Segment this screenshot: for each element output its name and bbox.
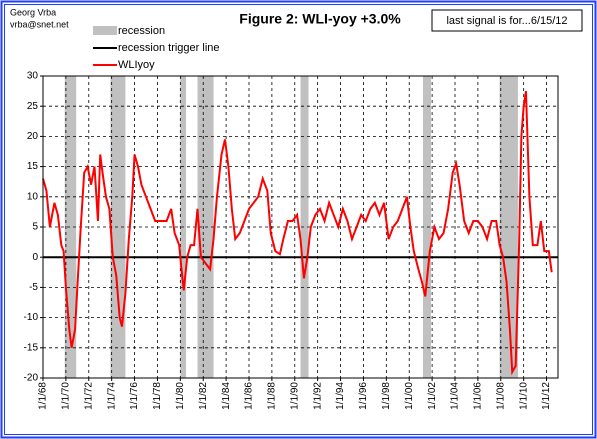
x-tick-label: 1/1/70 (61, 382, 72, 410)
x-tick-label: 1/1/04 (450, 382, 461, 410)
y-tick-label: 0 (32, 252, 38, 263)
x-tick-label: 1/1/76 (129, 382, 140, 410)
recession-band (300, 76, 309, 378)
y-tick-label: -15 (24, 342, 39, 353)
author: Georg Vrba (10, 7, 56, 17)
legend: recession recession trigger line WLIyoy (93, 25, 220, 71)
recession-band (422, 76, 431, 378)
series-line (42, 90, 553, 376)
x-tick-label: 1/1/12 (541, 382, 552, 410)
x-tick-label: 1/1/02 (427, 382, 438, 410)
y-tick-label: -5 (29, 282, 38, 293)
x-tick-label: 1/1/96 (358, 382, 369, 410)
legend-label: recession trigger line (118, 42, 220, 54)
email: vrba@snet.net (10, 19, 69, 29)
y-tick-label: 5 (32, 222, 38, 233)
legend-label: recession (118, 25, 165, 37)
x-tick-label: 1/1/98 (381, 382, 392, 410)
x-tick-label: 1/1/82 (198, 382, 209, 410)
x-tick-label: 1/1/72 (83, 382, 94, 410)
recession-band (499, 76, 518, 378)
y-tick-label: 20 (27, 131, 39, 142)
x-tick-label: 1/1/08 (495, 382, 506, 410)
x-tick-label: 1/1/90 (289, 382, 300, 410)
legend-label: WLIyoy (118, 59, 155, 71)
plot-frame (42, 75, 559, 379)
x-tick-label: 1/1/74 (106, 382, 117, 410)
y-tick-label: 15 (27, 161, 39, 172)
x-tick-label: 1/1/88 (267, 382, 278, 410)
x-tick-label: 1/1/86 (244, 382, 255, 410)
x-tick-label: 1/1/92 (312, 382, 323, 410)
x-tick-label: 1/1/94 (335, 382, 346, 410)
recession-band (64, 76, 77, 378)
x-tick-label: 1/1/00 (404, 382, 415, 410)
x-tick-label: 1/1/80 (175, 382, 186, 410)
signal-box (431, 9, 583, 32)
y-tick-label: 10 (27, 191, 39, 202)
y-tick-label: -10 (24, 312, 39, 323)
x-tick-label: 1/1/10 (518, 382, 529, 410)
inner-border (4, 4, 593, 435)
x-tick-label: 1/1/84 (221, 382, 232, 410)
x-tick-label: 1/1/78 (152, 382, 163, 410)
y-tick-label: 30 (27, 71, 39, 82)
chart-title: Figure 2: WLI-yoy +3.0% (239, 11, 401, 27)
signal-text: last signal is for...6/15/12 (446, 15, 567, 27)
legend-swatch (93, 26, 117, 35)
y-tick-label: -20 (24, 373, 39, 384)
x-tick-label: 1/1/06 (473, 382, 484, 410)
y-tick-label: 25 (27, 101, 39, 112)
x-tick-label: 1/1/68 (38, 382, 49, 410)
